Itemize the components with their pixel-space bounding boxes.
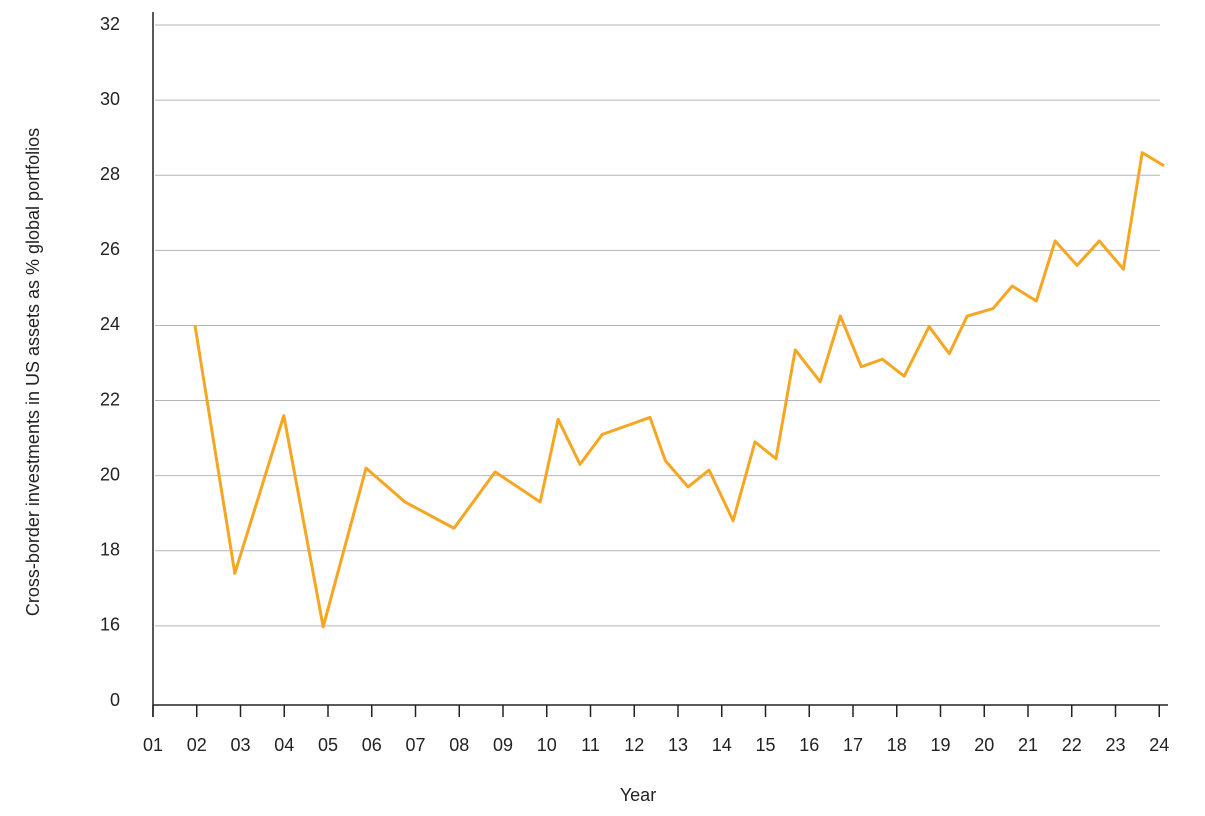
x-tick-label: 16 xyxy=(799,735,819,755)
y-tick-label: 20 xyxy=(100,464,120,484)
x-tick-label: 19 xyxy=(930,735,950,755)
x-tick-label: 15 xyxy=(755,735,775,755)
y-tick-label: 30 xyxy=(100,89,120,109)
x-tick-label: 08 xyxy=(449,735,469,755)
x-tick-label: 02 xyxy=(187,735,207,755)
x-tick-label: 06 xyxy=(362,735,382,755)
x-tick-label: 24 xyxy=(1149,735,1169,755)
x-tick-label: 22 xyxy=(1062,735,1082,755)
x-tick-label: 13 xyxy=(668,735,688,755)
x-tick-label: 10 xyxy=(537,735,557,755)
x-tick-label: 05 xyxy=(318,735,338,755)
x-tick-label: 03 xyxy=(230,735,250,755)
y-tick-label: 0 xyxy=(110,690,120,710)
y-tick-label: 26 xyxy=(100,239,120,259)
x-tick-label: 17 xyxy=(843,735,863,755)
x-tick-label: 12 xyxy=(624,735,644,755)
data-line xyxy=(193,151,1165,629)
x-tick-label: 20 xyxy=(974,735,994,755)
x-tick-label: 18 xyxy=(887,735,907,755)
x-tick-label: 07 xyxy=(405,735,425,755)
y-tick-label: 16 xyxy=(100,615,120,635)
y-tick-label: 32 xyxy=(100,14,120,34)
x-tick-label: 14 xyxy=(712,735,732,755)
x-tick-label: 11 xyxy=(581,735,600,755)
y-tick-label: 22 xyxy=(100,389,120,409)
x-tick-label: 04 xyxy=(274,735,294,755)
x-tick-label: 09 xyxy=(493,735,513,755)
y-tick-label: 28 xyxy=(100,164,120,184)
y-axis-title: Cross-border investments in US assets as… xyxy=(23,128,43,616)
x-axis-title: Year xyxy=(620,785,656,805)
y-tick-label: 24 xyxy=(100,314,120,334)
x-tick-label: 01 xyxy=(143,735,163,755)
x-tick-label: 23 xyxy=(1105,735,1125,755)
x-tick-label: 21 xyxy=(1018,735,1038,755)
y-tick-label: 18 xyxy=(100,540,120,560)
